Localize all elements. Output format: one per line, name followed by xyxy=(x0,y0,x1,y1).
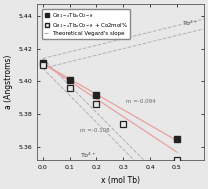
Text: Tb$^{4+}$: Tb$^{4+}$ xyxy=(80,151,97,160)
Text: m =-0.094: m =-0.094 xyxy=(126,99,156,104)
Legend: Ce$_{1-x}$Tb$_x$O$_{2-δ}$, Ce$_{1-x}$Tb$_x$O$_{2-δ}$ + Co2mol%, Theoretical Vega: Ce$_{1-x}$Tb$_x$O$_{2-δ}$, Ce$_{1-x}$Tb$… xyxy=(42,9,130,39)
Y-axis label: a (Angstroms): a (Angstroms) xyxy=(4,55,13,109)
Text: Tb$^{3+}$: Tb$^{3+}$ xyxy=(182,19,199,28)
Text: m =-0.108: m =-0.108 xyxy=(80,129,110,133)
X-axis label: x (mol Tb): x (mol Tb) xyxy=(101,176,140,185)
